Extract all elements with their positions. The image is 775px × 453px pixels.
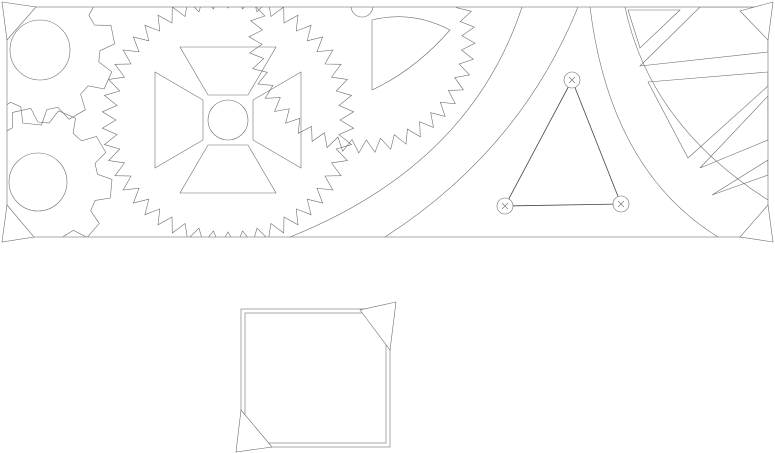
frame-inner <box>244 312 387 444</box>
frame-corner-marker-top-right <box>359 301 397 351</box>
frame-outer <box>240 308 391 448</box>
triangle-linkage <box>496 71 630 215</box>
corner-marker-bottom-left <box>1 204 35 243</box>
gear-medium-top <box>248 7 476 154</box>
corner-marker-bottom-right <box>739 204 774 243</box>
pivot-left <box>496 197 514 215</box>
corner-marker-top-right <box>739 1 774 41</box>
corner-marker-top-left <box>1 1 37 41</box>
frame-corner-marker-bottom-left <box>235 409 273 453</box>
large-wheel-arcs <box>289 7 768 237</box>
square-frame-panel <box>235 301 397 453</box>
gear-train <box>7 7 768 237</box>
gear-large-spoked <box>101 7 355 237</box>
panel-border <box>6 6 769 238</box>
mechanical-drawing-panel <box>1 1 774 243</box>
pivot-top <box>563 71 581 89</box>
gear-small-top <box>7 7 116 126</box>
pivot-right <box>612 195 630 213</box>
wheel-spokes <box>627 7 768 196</box>
gear-small-bottom <box>7 107 113 237</box>
